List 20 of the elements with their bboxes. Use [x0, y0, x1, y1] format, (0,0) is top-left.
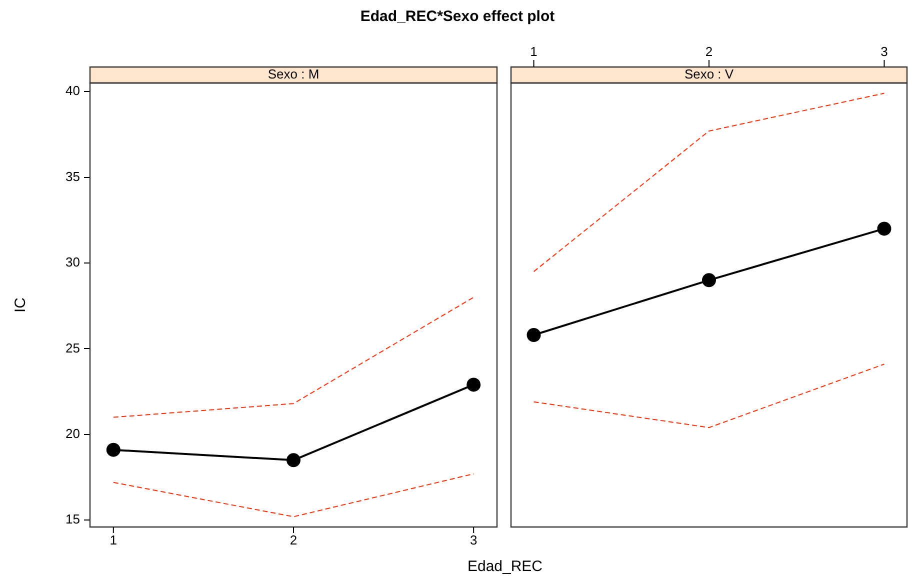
x-tick-label: 2	[290, 532, 298, 548]
point	[286, 453, 300, 468]
y-tick-label: 30	[66, 254, 80, 270]
x-tick-label: 2	[705, 44, 713, 59]
point	[466, 378, 481, 392]
chart-subtitle: Sexo : M	[268, 66, 320, 82]
y-tick-label: 35	[66, 168, 80, 184]
y-axis-title: IC	[12, 297, 30, 312]
x-tick-label: 3	[880, 44, 888, 59]
x-tick-label: 1	[110, 532, 118, 548]
x-tick-label: 3	[470, 532, 478, 548]
chart-subtitle: Sexo : V	[684, 66, 734, 82]
y-tick-label: 25	[66, 340, 80, 356]
chart-title: Edad_REC*Sexo effect plot	[359, 8, 556, 25]
point	[106, 442, 120, 457]
y-tick-label: 20	[66, 426, 80, 442]
x-axis-title: Edad_REC	[466, 558, 544, 575]
y-tick-label: 40	[66, 83, 80, 98]
y-tick-label: 15	[66, 512, 80, 527]
x-tick-label: 1	[530, 44, 538, 59]
